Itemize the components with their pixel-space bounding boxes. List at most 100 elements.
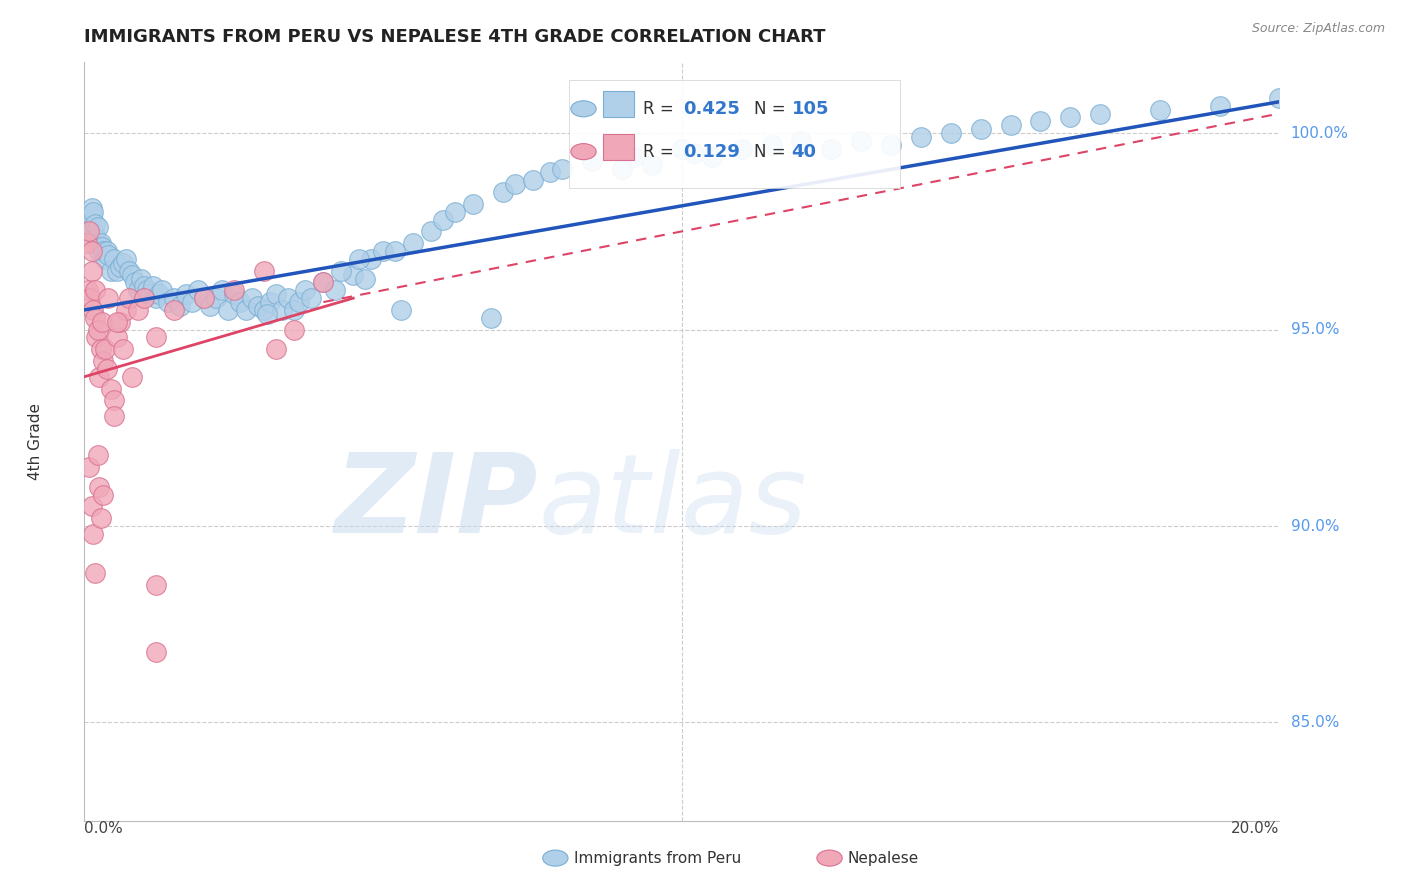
Text: N =: N = [754,143,785,161]
Point [229,295,252,310]
Point [174,287,197,301]
Point [1268,91,1291,105]
Point [82,244,104,258]
Text: 0.0%: 0.0% [84,821,124,836]
Point [198,299,221,313]
Point [96,362,118,376]
Point [84,566,107,581]
Point [217,302,239,317]
Point [193,291,215,305]
Point [970,122,993,136]
Point [259,295,281,310]
Point [89,244,111,258]
Point [94,343,117,357]
Point [121,369,143,384]
Point [103,252,125,266]
Point [148,287,170,301]
Point [105,263,128,277]
Point [623,150,645,164]
Point [288,295,311,310]
Point [522,173,544,187]
Point [253,263,276,277]
Point [187,283,209,297]
Point [1029,114,1052,128]
Point [294,283,316,297]
Point [360,252,382,266]
Point [342,268,364,282]
Point [97,291,120,305]
Text: 4th Grade: 4th Grade [28,403,42,480]
Point [97,248,120,262]
Point [84,283,107,297]
Point [240,291,263,305]
Point [820,142,842,156]
Point [145,578,167,592]
Point [283,302,305,317]
Point [127,302,149,317]
Point [76,212,98,227]
Text: atlas: atlas [538,449,807,556]
Point [157,295,180,310]
Point [76,236,98,251]
Text: ZIP: ZIP [335,449,538,556]
Point [222,283,245,297]
Text: Source: ZipAtlas.com: Source: ZipAtlas.com [1251,22,1385,36]
Point [444,204,467,219]
Point [910,130,932,145]
Point [256,307,278,321]
Point [118,263,141,277]
Point [312,276,335,290]
Point [503,178,526,192]
Point [103,409,125,423]
Point [373,244,395,258]
Point [150,283,173,297]
Point [89,369,111,384]
Point [105,330,128,344]
Point [115,302,138,317]
Point [80,263,103,277]
Point [77,460,100,475]
Point [253,302,276,317]
Point [129,271,152,285]
Point [89,480,111,494]
Point [80,209,103,223]
Text: 0.425: 0.425 [683,100,740,118]
Point [349,252,371,266]
Point [142,279,165,293]
Point [132,279,156,293]
Point [540,165,562,179]
Point [91,315,114,329]
Point [1149,103,1171,117]
Point [277,291,299,305]
Point [145,291,167,305]
Point [312,276,335,290]
Point [301,291,323,305]
Point [132,291,156,305]
Text: 40: 40 [792,143,817,161]
Point [880,137,903,152]
Text: R =: R = [643,100,673,118]
Point [181,295,204,310]
Point [612,161,634,176]
Point [851,134,873,148]
Point [1090,106,1112,120]
Text: 90.0%: 90.0% [1291,518,1339,533]
Point [671,142,693,156]
Point [93,487,115,501]
Point [246,299,269,313]
Point [283,322,305,336]
Point [93,244,115,258]
Point [1059,111,1081,125]
Point [127,283,149,297]
Point [641,158,664,172]
Text: Immigrants from Peru: Immigrants from Peru [574,851,741,865]
Point [110,315,132,329]
Point [1000,118,1022,132]
Point [82,302,104,317]
Point [384,244,406,258]
Point [100,382,122,396]
Point [354,271,377,285]
Point [330,263,353,277]
Point [205,291,228,305]
Point [492,185,515,199]
